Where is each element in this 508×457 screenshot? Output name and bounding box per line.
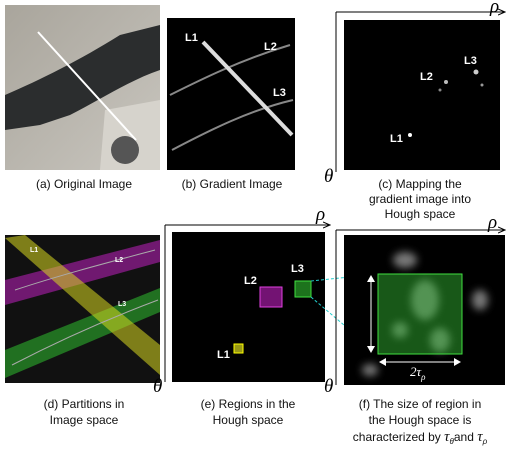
caption: Hough space [385, 207, 456, 221]
line-label: L2 [264, 41, 277, 53]
original-image [5, 5, 160, 170]
rho-axis: ρ [489, 0, 499, 17]
caption-text: and [454, 430, 474, 444]
line-label: L1 [217, 349, 230, 361]
line-label: L3 [464, 55, 477, 67]
caption-text: characterized by [353, 430, 441, 444]
caption: (b) Gradient Image [182, 177, 283, 191]
line-label: L2 [420, 71, 433, 83]
rho-axis: ρ [487, 212, 497, 233]
line-label: L3 [291, 263, 304, 275]
line-label: L1 [390, 133, 403, 145]
theta-axis: θ [324, 376, 333, 397]
caption: (e) Regions in the [201, 397, 296, 411]
caption: (c) Mapping the [378, 177, 462, 191]
gradient-image: L1 L2 L3 [167, 18, 295, 170]
caption: (a) Original Image [36, 177, 132, 191]
partitions-image: L1 L2 L3 [5, 235, 160, 383]
caption: (f) The size of region in [359, 397, 482, 411]
hough-space: L2 L3 L1 ρ θ [324, 0, 505, 187]
theta-axis: θ [153, 376, 162, 397]
caption: (d) Partitions in [44, 397, 125, 411]
caption: Hough space [213, 413, 284, 427]
line-label: L2 [244, 275, 257, 287]
line-label: L1 [185, 32, 198, 44]
figure: (a) Original Image L1 L2 L3 (b) Gradient… [0, 0, 508, 457]
caption: characterized by τθand τρ [353, 429, 488, 446]
height-label-sub: θ [361, 318, 366, 328]
caption: the Hough space is [369, 413, 472, 427]
caption: Image space [50, 413, 119, 427]
line-label: L3 [273, 87, 286, 99]
line-label: L3 [118, 301, 126, 308]
region-size: 2τθ 2τρ ρ θ [324, 212, 505, 397]
line-label: L1 [30, 247, 38, 254]
tau-sub: ρ [482, 437, 488, 446]
theta-axis: θ [324, 166, 333, 187]
hough-regions: L2 L3 L1 ρ θ [153, 204, 330, 397]
rho-axis: ρ [315, 204, 325, 225]
caption: gradient image into [369, 192, 471, 206]
line-label: L2 [115, 257, 123, 264]
width-label-sub: ρ [420, 372, 426, 382]
